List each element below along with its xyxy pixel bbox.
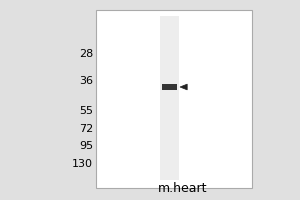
Text: 130: 130 [72,159,93,169]
Text: 95: 95 [79,141,93,151]
Text: 55: 55 [79,106,93,116]
Bar [160,16,178,180]
Polygon shape [180,84,187,90]
Text: 72: 72 [79,124,93,134]
Text: 36: 36 [79,76,93,86]
Text: 28: 28 [79,49,93,59]
Bar [162,84,177,90]
Text: m.heart: m.heart [158,182,208,195]
Bar [96,10,252,188]
